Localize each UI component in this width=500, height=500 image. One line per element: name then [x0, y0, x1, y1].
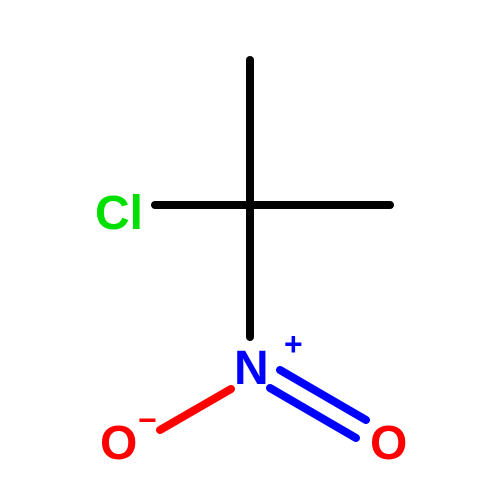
atom-Cl: Cl — [95, 190, 143, 238]
bond — [160, 389, 231, 430]
bond — [280, 370, 366, 420]
atom-N: N — [234, 345, 269, 393]
atom-O1: O — [100, 420, 137, 468]
bond — [270, 388, 356, 438]
charge-O1: − — [138, 402, 157, 439]
molecule-bonds — [0, 0, 500, 500]
atom-O2: O — [370, 420, 407, 468]
charge-N: + — [284, 326, 303, 363]
